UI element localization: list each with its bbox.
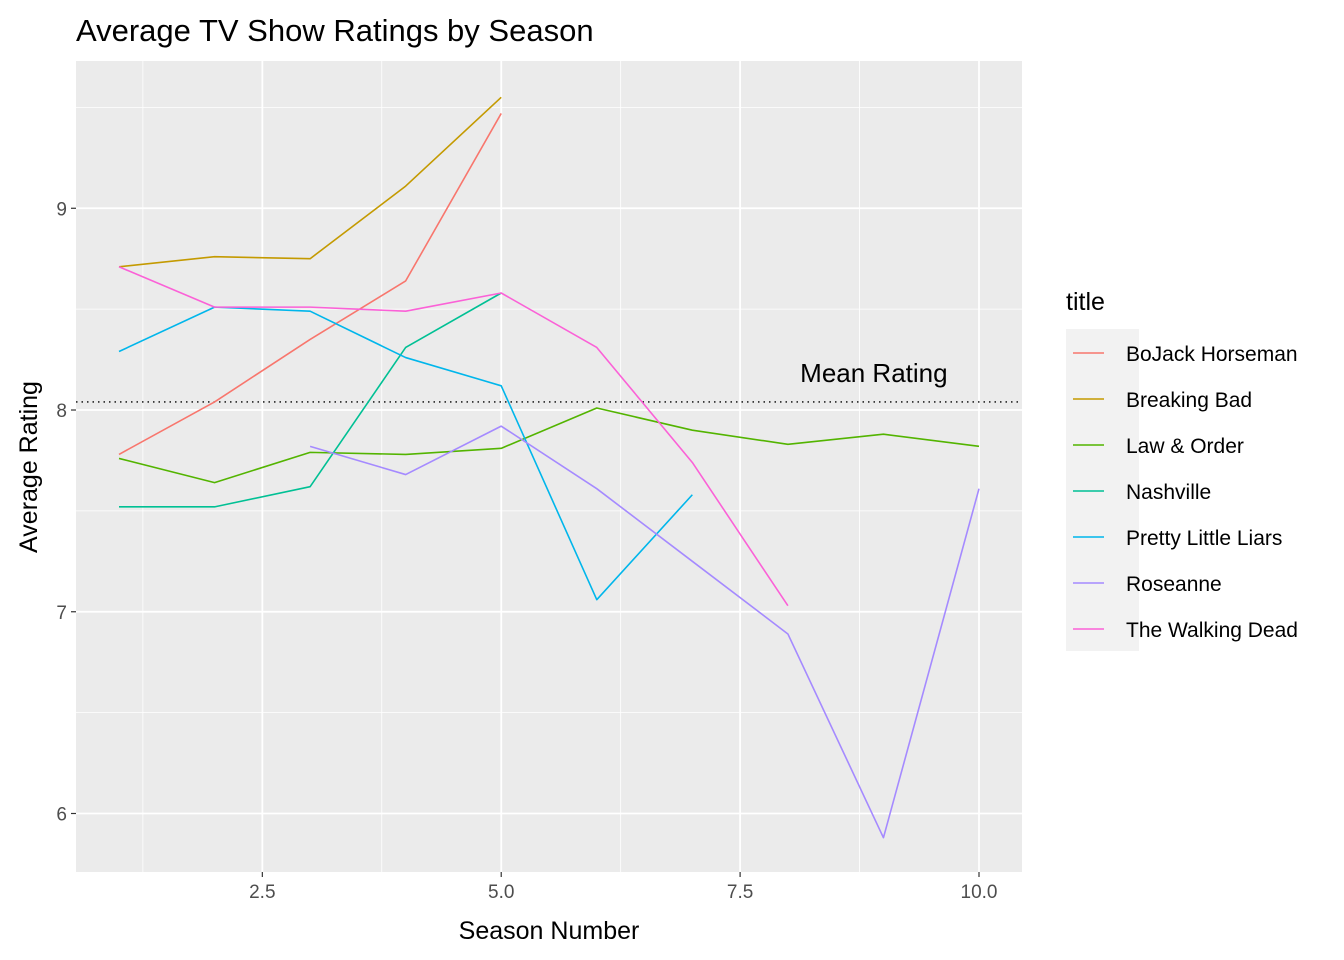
- legend-key-background: [1066, 329, 1139, 651]
- series-line-the-walking-dead: [118, 266, 789, 607]
- legend-title: title: [1066, 288, 1105, 316]
- x-tick-label: 10.0: [961, 882, 998, 903]
- legend-label: Breaking Bad: [1126, 389, 1252, 412]
- chart-title: Average TV Show Ratings by Season: [76, 13, 594, 48]
- reference-line-group: Mean Rating: [76, 358, 1022, 403]
- legend-label: Roseanne: [1126, 573, 1222, 596]
- y-tick-label: 6: [56, 804, 67, 825]
- x-axis-title: Season Number: [459, 917, 640, 945]
- x-tick-label: 2.5: [249, 882, 275, 903]
- legend-label: Nashville: [1126, 481, 1211, 504]
- legend-label: Law & Order: [1126, 435, 1244, 458]
- grid-lines: [76, 61, 1022, 872]
- series-line-breaking-bad: [118, 96, 502, 268]
- legend-label: BoJack Horseman: [1126, 343, 1298, 366]
- series-line-law-order: [118, 407, 980, 484]
- legend-items: BoJack Horseman Breaking Bad Law & Order Na…: [1073, 343, 1298, 642]
- series-line-nashville: [119, 292, 502, 508]
- x-axis-ticks: 2.5 5.0 7.5 10.0: [249, 872, 997, 903]
- series-line-bojack-horseman: [118, 113, 502, 456]
- y-axis-title: Average Rating: [15, 381, 43, 553]
- legend: title BoJack Horseman Breaking Bad Law & O…: [1066, 288, 1298, 651]
- y-tick-label: 9: [56, 199, 67, 220]
- legend-label: Pretty Little Liars: [1126, 527, 1282, 550]
- legend-label: The Walking Dead: [1126, 619, 1298, 642]
- mean-rating-label: Mean Rating: [800, 358, 947, 388]
- series-line-roseanne: [309, 425, 980, 839]
- x-tick-label: 7.5: [727, 882, 753, 903]
- plot-panel: [76, 61, 1022, 872]
- y-tick-label: 8: [56, 401, 67, 422]
- x-tick-label: 5.0: [488, 882, 514, 903]
- y-tick-label: 7: [56, 603, 67, 624]
- series-lines: [118, 96, 980, 839]
- y-axis-ticks: 6 7 8 9: [56, 199, 76, 825]
